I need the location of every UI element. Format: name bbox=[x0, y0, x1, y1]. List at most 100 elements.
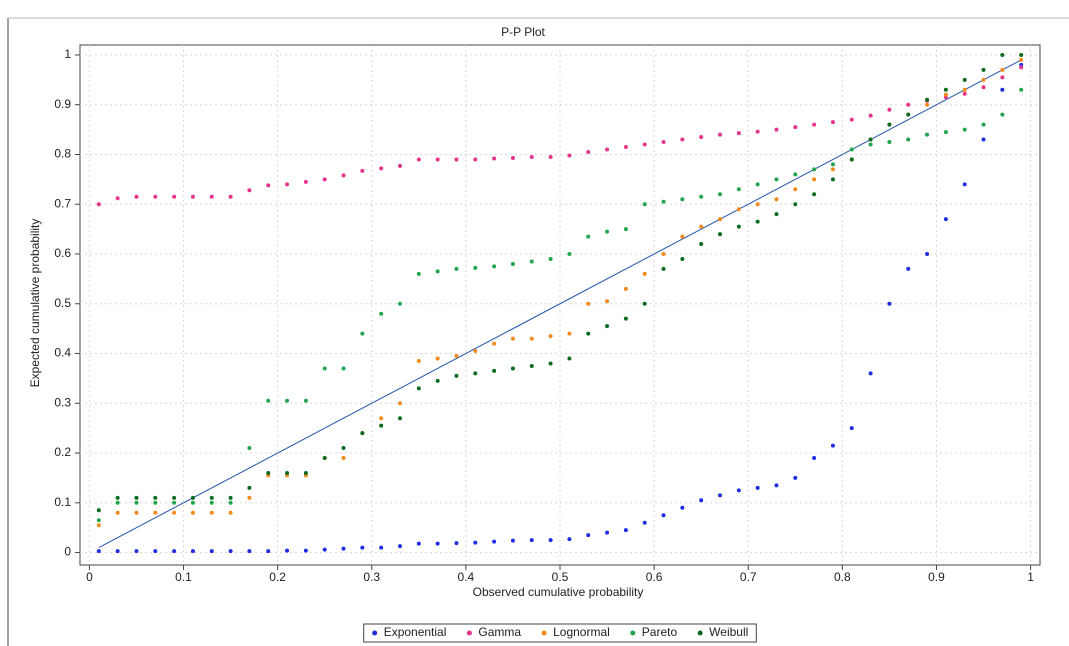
data-point bbox=[774, 177, 778, 181]
data-point bbox=[963, 128, 967, 132]
legend-marker bbox=[467, 631, 472, 636]
chart: P-P Plot Observed cumulative probability… bbox=[0, 0, 1069, 646]
data-point bbox=[436, 379, 440, 383]
chart-title: P-P Plot bbox=[501, 25, 545, 39]
data-point bbox=[887, 108, 891, 112]
data-point bbox=[774, 128, 778, 132]
y-tick-label: 0 bbox=[64, 545, 71, 559]
data-point bbox=[266, 399, 270, 403]
legend-label: Lognormal bbox=[553, 625, 610, 639]
data-point bbox=[793, 202, 797, 206]
legend-marker bbox=[542, 631, 547, 636]
data-point bbox=[247, 486, 251, 490]
data-point bbox=[718, 493, 722, 497]
x-axis-label: Observed cumulative probability bbox=[473, 585, 644, 599]
data-point bbox=[530, 337, 534, 341]
data-point bbox=[756, 486, 760, 490]
data-point bbox=[944, 93, 948, 97]
data-point bbox=[473, 541, 477, 545]
data-point bbox=[925, 252, 929, 256]
data-point bbox=[756, 202, 760, 206]
data-point bbox=[360, 431, 364, 435]
data-point bbox=[304, 180, 308, 184]
data-point bbox=[567, 153, 571, 157]
data-point bbox=[398, 544, 402, 548]
data-point bbox=[229, 549, 233, 553]
data-point bbox=[191, 501, 195, 505]
data-point bbox=[982, 68, 986, 72]
data-point bbox=[511, 366, 515, 370]
data-point bbox=[963, 92, 967, 96]
data-point bbox=[850, 118, 854, 122]
data-point bbox=[1000, 75, 1004, 79]
data-point bbox=[379, 424, 383, 428]
x-tick-label: 0.6 bbox=[646, 570, 663, 584]
data-point bbox=[831, 177, 835, 181]
data-point bbox=[134, 195, 138, 199]
data-point bbox=[210, 496, 214, 500]
data-point bbox=[887, 123, 891, 127]
data-point bbox=[172, 501, 176, 505]
data-point bbox=[134, 496, 138, 500]
data-point bbox=[737, 207, 741, 211]
data-point bbox=[906, 138, 910, 142]
data-point bbox=[982, 78, 986, 82]
data-point bbox=[116, 511, 120, 515]
data-point bbox=[436, 542, 440, 546]
data-point bbox=[567, 537, 571, 541]
data-point bbox=[831, 444, 835, 448]
data-point bbox=[887, 302, 891, 306]
data-point bbox=[812, 456, 816, 460]
data-point bbox=[417, 157, 421, 161]
data-point bbox=[360, 546, 364, 550]
y-tick-label: 0.5 bbox=[54, 296, 71, 310]
data-point bbox=[756, 130, 760, 134]
y-tick-label: 0.8 bbox=[54, 147, 71, 161]
data-point bbox=[266, 183, 270, 187]
data-point bbox=[925, 98, 929, 102]
data-point bbox=[567, 332, 571, 336]
data-point bbox=[869, 114, 873, 118]
y-tick-label: 0.9 bbox=[54, 97, 71, 111]
data-point bbox=[530, 364, 534, 368]
data-point bbox=[116, 549, 120, 553]
data-point bbox=[605, 531, 609, 535]
data-point bbox=[812, 192, 816, 196]
data-point bbox=[134, 511, 138, 515]
data-point bbox=[624, 145, 628, 149]
data-point bbox=[793, 172, 797, 176]
data-point bbox=[624, 528, 628, 532]
data-point bbox=[774, 212, 778, 216]
data-point bbox=[153, 549, 157, 553]
data-point bbox=[153, 195, 157, 199]
data-point bbox=[210, 195, 214, 199]
data-point bbox=[549, 155, 553, 159]
data-point bbox=[850, 147, 854, 151]
data-point bbox=[982, 138, 986, 142]
data-point bbox=[699, 195, 703, 199]
data-point bbox=[774, 483, 778, 487]
data-point bbox=[1000, 88, 1004, 92]
data-point bbox=[963, 88, 967, 92]
data-point bbox=[210, 511, 214, 515]
data-point bbox=[473, 349, 477, 353]
data-point bbox=[718, 217, 722, 221]
data-point bbox=[643, 521, 647, 525]
data-point bbox=[172, 511, 176, 515]
data-point bbox=[1000, 68, 1004, 72]
data-point bbox=[812, 177, 816, 181]
data-point bbox=[982, 123, 986, 127]
data-point bbox=[1019, 88, 1023, 92]
data-point bbox=[210, 501, 214, 505]
data-point bbox=[869, 138, 873, 142]
data-point bbox=[756, 182, 760, 186]
data-point bbox=[718, 232, 722, 236]
data-point bbox=[567, 356, 571, 360]
data-point bbox=[906, 267, 910, 271]
data-point bbox=[718, 133, 722, 137]
data-point bbox=[567, 252, 571, 256]
data-point bbox=[530, 155, 534, 159]
data-point bbox=[680, 235, 684, 239]
y-tick-label: 0.7 bbox=[54, 196, 71, 210]
data-point bbox=[398, 416, 402, 420]
